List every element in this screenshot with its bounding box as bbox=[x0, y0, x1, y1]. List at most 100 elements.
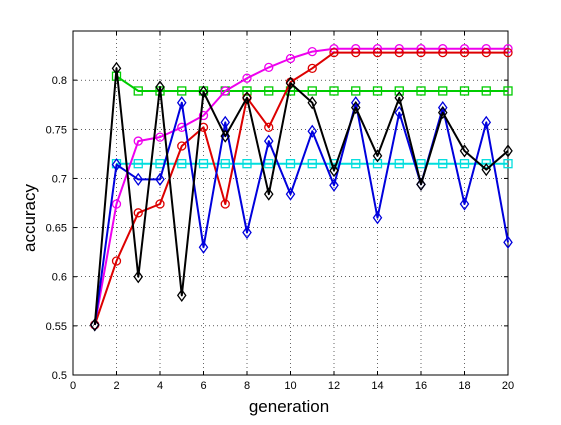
data-point-marker bbox=[176, 288, 187, 302]
data-point-marker bbox=[416, 47, 426, 58]
data-point-marker bbox=[416, 159, 426, 169]
data-point-marker bbox=[198, 240, 209, 254]
data-point-marker bbox=[438, 159, 448, 169]
data-point-marker bbox=[307, 63, 317, 73]
data-point-marker bbox=[481, 115, 492, 130]
data-point-marker bbox=[111, 256, 122, 266]
data-point-marker bbox=[177, 159, 187, 169]
data-point-marker bbox=[372, 159, 383, 169]
data-point-marker bbox=[133, 208, 143, 218]
data-point-marker bbox=[263, 134, 274, 148]
data-point-marker bbox=[133, 86, 143, 96]
data-point-marker bbox=[220, 199, 230, 209]
series-group bbox=[89, 44, 513, 332]
data-point-marker bbox=[481, 159, 491, 169]
x-tick-label: 0 bbox=[70, 380, 76, 392]
data-point-marker bbox=[264, 122, 274, 132]
data-point-marker bbox=[329, 47, 339, 58]
series-4 bbox=[89, 96, 513, 332]
data-point-marker bbox=[198, 85, 209, 99]
x-tick-label: 10 bbox=[284, 380, 296, 392]
data-point-marker bbox=[394, 91, 405, 105]
data-point-marker bbox=[111, 199, 122, 209]
x-tick-label: 2 bbox=[113, 380, 119, 392]
data-point-marker bbox=[307, 86, 317, 96]
data-point-marker bbox=[459, 86, 470, 96]
series-line bbox=[93, 67, 509, 325]
data-point-marker bbox=[242, 159, 252, 169]
data-point-marker bbox=[89, 318, 100, 332]
data-point-marker bbox=[220, 159, 230, 169]
data-point-marker bbox=[372, 149, 383, 163]
data-point-marker bbox=[481, 162, 492, 177]
y-tick-label: 0.6 bbox=[52, 272, 67, 284]
data-point-marker bbox=[351, 47, 361, 58]
data-point-marker bbox=[459, 197, 470, 211]
series-3 bbox=[90, 47, 513, 330]
data-point-marker bbox=[372, 211, 383, 225]
data-point-marker bbox=[198, 110, 209, 121]
series-2 bbox=[90, 44, 513, 330]
data-point-marker bbox=[264, 159, 274, 169]
data-point-marker bbox=[176, 96, 187, 110]
data-point-marker bbox=[155, 172, 165, 187]
data-point-marker bbox=[438, 86, 448, 96]
x-tick-label: 4 bbox=[157, 380, 163, 392]
data-point-marker bbox=[416, 177, 426, 191]
data-point-marker bbox=[503, 235, 513, 249]
data-point-marker bbox=[329, 178, 339, 192]
y-tick-label: 0.7 bbox=[52, 173, 67, 185]
data-point-marker bbox=[459, 159, 470, 169]
x-tick-label: 14 bbox=[371, 380, 383, 392]
data-point-marker bbox=[307, 46, 317, 57]
data-point-marker bbox=[307, 96, 318, 110]
data-point-marker bbox=[133, 270, 144, 284]
series-1 bbox=[111, 159, 513, 169]
data-point-marker bbox=[111, 61, 122, 75]
data-point-marker bbox=[503, 86, 513, 96]
data-point-marker bbox=[503, 159, 513, 169]
data-point-marker bbox=[329, 86, 339, 96]
data-point-marker bbox=[329, 163, 339, 178]
data-point-marker bbox=[198, 159, 209, 169]
data-point-marker bbox=[133, 172, 144, 187]
data-point-marker bbox=[242, 225, 252, 240]
x-axis-label: generation bbox=[249, 397, 329, 416]
data-point-marker bbox=[242, 73, 252, 83]
x-tick-label: 18 bbox=[458, 380, 470, 392]
x-tick-label: 12 bbox=[328, 380, 340, 392]
y-axis-label: accuracy bbox=[20, 183, 39, 252]
x-tick-label: 16 bbox=[415, 380, 427, 392]
series-line bbox=[115, 75, 508, 92]
data-point-marker bbox=[264, 86, 274, 96]
data-point-marker bbox=[220, 86, 230, 96]
data-point-marker bbox=[503, 47, 513, 58]
data-point-marker bbox=[416, 86, 426, 96]
data-point-marker bbox=[111, 158, 122, 172]
data-point-marker bbox=[394, 47, 404, 58]
data-point-marker bbox=[133, 136, 143, 146]
data-point-marker bbox=[242, 86, 252, 96]
data-point-marker bbox=[263, 187, 274, 201]
series-5 bbox=[89, 61, 513, 332]
data-point-marker bbox=[459, 144, 470, 158]
data-point-marker bbox=[351, 86, 361, 96]
data-point-marker bbox=[307, 159, 317, 169]
data-point-marker bbox=[177, 141, 187, 151]
data-point-marker bbox=[394, 159, 404, 169]
series-0 bbox=[111, 71, 513, 96]
data-point-marker bbox=[372, 47, 383, 58]
data-point-marker bbox=[177, 86, 187, 96]
x-tick-label: 20 bbox=[502, 380, 514, 392]
data-point-marker bbox=[220, 129, 231, 143]
x-tick-label: 8 bbox=[244, 380, 250, 392]
axis-ticks: 0 2 4 6 8 10 12 14 16 18 20 0.5 0.55 0.6 0.65 0.7 0.75 0.… bbox=[46, 31, 514, 392]
data-point-marker bbox=[350, 101, 361, 115]
series-line bbox=[93, 101, 509, 326]
data-point-marker bbox=[394, 86, 404, 96]
data-point-marker bbox=[133, 159, 143, 169]
y-tick-label: 0.65 bbox=[46, 223, 67, 235]
data-point-marker bbox=[307, 124, 318, 138]
